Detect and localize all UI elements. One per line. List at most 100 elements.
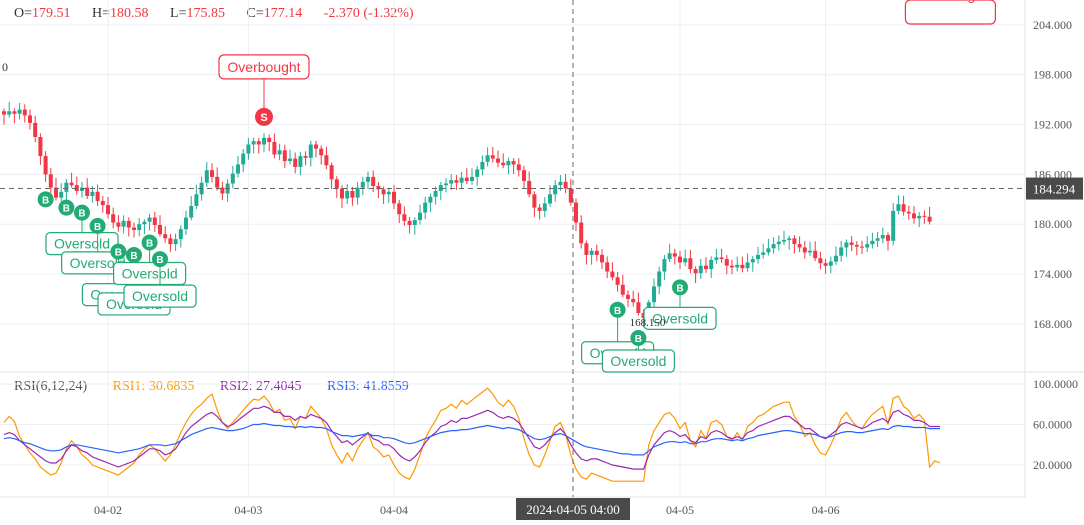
candle[interactable] <box>839 240 844 262</box>
candle[interactable] <box>43 151 48 182</box>
candle[interactable] <box>912 206 916 224</box>
candle[interactable] <box>277 143 282 161</box>
candle[interactable] <box>693 266 698 284</box>
candle[interactable] <box>917 212 922 227</box>
candle[interactable] <box>579 215 584 249</box>
candle[interactable] <box>402 206 407 226</box>
candle[interactable] <box>485 147 490 167</box>
candle[interactable] <box>230 165 235 189</box>
candle[interactable] <box>38 133 43 165</box>
candle[interactable] <box>813 241 818 262</box>
candle[interactable] <box>698 258 703 279</box>
candle[interactable] <box>470 168 474 185</box>
candle[interactable] <box>121 215 126 234</box>
candle[interactable] <box>730 259 734 275</box>
candle[interactable] <box>584 240 589 265</box>
candle[interactable] <box>724 255 729 275</box>
candle[interactable] <box>54 177 58 201</box>
candle[interactable] <box>532 191 537 217</box>
candle[interactable] <box>282 144 287 169</box>
candle[interactable] <box>865 236 870 252</box>
candle[interactable] <box>126 217 131 237</box>
candle[interactable] <box>386 187 391 203</box>
candle[interactable] <box>355 182 360 205</box>
candle[interactable] <box>709 256 714 278</box>
candle[interactable] <box>184 210 188 235</box>
candle[interactable] <box>449 174 454 190</box>
candle[interactable] <box>589 248 594 265</box>
candle[interactable] <box>28 109 32 130</box>
candle[interactable] <box>194 184 199 210</box>
candle[interactable] <box>735 256 740 272</box>
candle[interactable] <box>132 222 136 238</box>
candle[interactable] <box>610 262 615 281</box>
candle[interactable] <box>163 226 168 243</box>
candle[interactable] <box>225 179 230 202</box>
candle[interactable] <box>849 236 854 252</box>
candle[interactable] <box>168 233 173 252</box>
candle[interactable] <box>636 292 641 316</box>
candle[interactable] <box>771 237 776 254</box>
candle[interactable] <box>215 167 220 191</box>
candle[interactable] <box>475 165 480 186</box>
candle[interactable] <box>334 176 339 198</box>
candle[interactable] <box>381 186 386 205</box>
candle[interactable] <box>844 239 849 257</box>
candle[interactable] <box>158 215 162 237</box>
candle[interactable] <box>340 185 344 208</box>
candle[interactable] <box>246 138 251 160</box>
candle[interactable] <box>236 155 240 178</box>
candle[interactable] <box>522 165 526 190</box>
candle[interactable] <box>147 213 152 231</box>
candle[interactable] <box>782 230 786 245</box>
candle[interactable] <box>298 151 303 176</box>
candle[interactable] <box>17 102 22 120</box>
candle[interactable] <box>688 249 693 274</box>
candle[interactable] <box>464 168 469 185</box>
candle[interactable] <box>802 241 807 259</box>
candle[interactable] <box>766 238 771 256</box>
candle[interactable] <box>927 206 932 225</box>
candle[interactable] <box>48 167 53 194</box>
candle[interactable] <box>761 243 766 259</box>
candle[interactable] <box>496 150 500 168</box>
candle[interactable] <box>303 151 308 166</box>
candle[interactable] <box>626 290 630 307</box>
candle[interactable] <box>615 271 620 292</box>
signal-markers[interactable]: SOverboughtSOverboughtBBBOversoldBOverso… <box>37 0 996 373</box>
candle[interactable] <box>324 146 329 170</box>
candle[interactable] <box>7 101 12 118</box>
candle[interactable] <box>412 217 417 235</box>
candle[interactable] <box>33 115 38 143</box>
candle[interactable] <box>350 186 355 206</box>
candle[interactable] <box>345 184 350 204</box>
candle[interactable] <box>2 108 6 125</box>
candle[interactable] <box>922 210 927 224</box>
candle[interactable] <box>428 193 433 212</box>
candle[interactable] <box>85 178 90 200</box>
candle[interactable] <box>64 178 69 201</box>
buy-signal[interactable]: B <box>58 199 75 216</box>
candle[interactable] <box>797 236 802 253</box>
candle[interactable] <box>438 181 443 201</box>
candle[interactable] <box>906 205 911 220</box>
candle[interactable] <box>262 133 266 153</box>
candle[interactable] <box>756 247 760 264</box>
candle[interactable] <box>506 157 511 175</box>
candle[interactable] <box>631 290 636 307</box>
candle[interactable] <box>59 183 64 202</box>
candle[interactable] <box>459 171 464 190</box>
candle[interactable] <box>776 235 781 251</box>
candle[interactable] <box>152 211 157 232</box>
candle[interactable] <box>568 178 573 206</box>
candle[interactable] <box>704 257 708 273</box>
candle[interactable] <box>683 249 688 267</box>
candle[interactable] <box>366 171 370 190</box>
candle[interactable] <box>808 241 812 256</box>
